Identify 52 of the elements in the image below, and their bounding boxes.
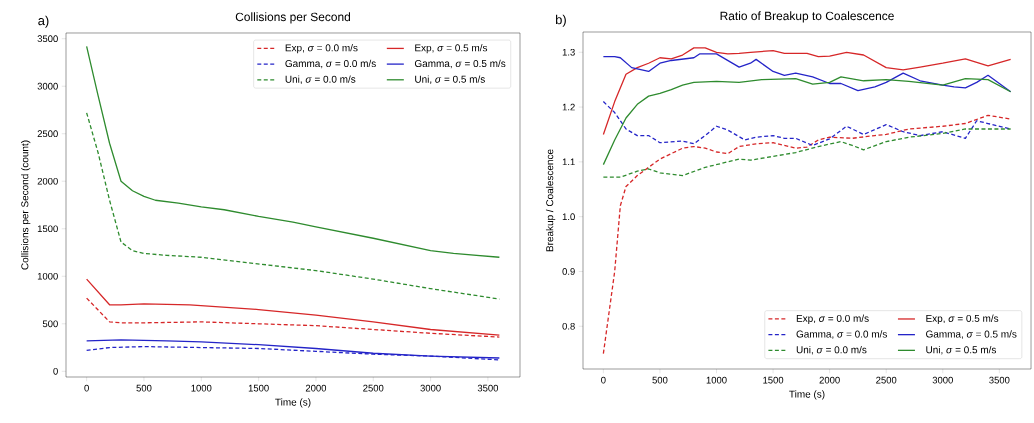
x-tick-label: 1000 [191, 384, 212, 392]
legend-label: Uni, σ = 0.5 m/s [926, 345, 997, 355]
x-tick-label: 2000 [305, 384, 327, 392]
x-axis-title: Time (s) [275, 398, 311, 408]
y-tick-label: 1.3 [562, 48, 575, 56]
legend-label: Gamma, σ = 0.5 m/s [414, 59, 506, 69]
chart-title: Collisions per Second [235, 12, 351, 24]
y-tick-label: 1.0 [562, 213, 575, 221]
x-tick-label: 1500 [248, 384, 269, 392]
y-tick-label: 2000 [37, 177, 58, 185]
x-tick-label: 3500 [989, 376, 1010, 384]
x-tick-label: 0 [84, 384, 89, 392]
y-axis-title: Collisions per Second (count) [21, 140, 31, 270]
y-tick-label: 0.9 [562, 268, 575, 275]
legend-label: Exp, σ = 0.0 m/s [796, 314, 869, 324]
line-series [602, 76, 1012, 166]
x-tick-label: 500 [136, 384, 152, 392]
y-tick-label: 500 [42, 320, 58, 328]
y-tick-label: 3000 [37, 82, 58, 90]
x-tick-label: 0 [601, 376, 606, 384]
x-tick-label: 3000 [932, 376, 953, 384]
x-tick-label: 500 [652, 376, 668, 384]
y-tick-label: 0 [53, 367, 58, 375]
x-tick-label: 3000 [420, 384, 441, 392]
legend-label: Exp, σ = 0.5 m/s [415, 44, 488, 54]
legend-label: Uni, σ = 0.0 m/s [285, 75, 356, 84]
x-tick-label: 2500 [363, 384, 384, 392]
legend-label: Exp, σ = 0.5 m/s [926, 314, 999, 324]
legend-label: Exp, σ = 0.0 m/s [285, 44, 358, 54]
y-tick-label: 2500 [37, 130, 58, 138]
x-tick-label: 3500 [477, 384, 499, 392]
x-tick-label: 2500 [876, 376, 897, 384]
line-series [602, 47, 1012, 136]
y-tick-label: 3500 [37, 35, 58, 43]
x-tick-label: 2000 [819, 376, 840, 384]
legend-label: Gamma, σ = 0.0 m/s [285, 59, 376, 69]
x-tick-label: 1500 [763, 376, 784, 384]
legend-label: Gamma, σ = 0.5 m/s [926, 330, 1017, 339]
text: a) [38, 15, 49, 28]
y-axis-title: Breakup / Coalescence [545, 149, 556, 252]
y-tick-label: 1.2 [562, 103, 575, 111]
legend-label: Gamma, σ = 0.0 m/s [796, 330, 887, 339]
y-tick-label: 1500 [37, 225, 58, 233]
x-axis-title: Time (s) [789, 390, 825, 400]
legend-label: Uni, σ = 0.0 m/s [796, 345, 867, 355]
y-tick-label: 1.1 [562, 158, 575, 166]
y-tick-label: 1000 [37, 272, 58, 280]
y-tick-label: 0.8 [562, 322, 575, 330]
text: b) [555, 14, 566, 27]
chart-title: Ratio of Breakup to Coalescence [720, 11, 894, 23]
legend-label: Uni, σ = 0.5 m/s [415, 75, 485, 84]
x-tick-label: 1000 [706, 376, 727, 384]
